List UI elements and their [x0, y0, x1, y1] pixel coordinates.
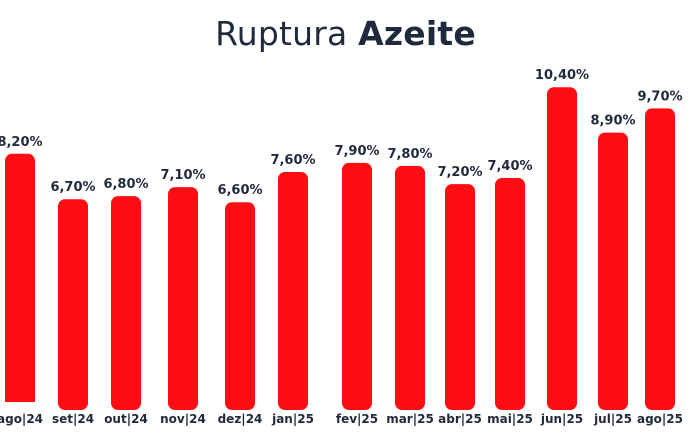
x-tick-label-jun|25: jun|25: [540, 412, 583, 426]
chart-title-prefix: Ruptura: [215, 14, 348, 53]
x-tick-label-fev|25: fev|25: [336, 412, 378, 426]
data-label-jul|25: 8,90%: [590, 114, 635, 129]
data-label-nov|24: 7,10%: [160, 168, 205, 183]
bar-jul|25: [598, 132, 628, 410]
data-label-ago|25: 9,70%: [637, 89, 682, 104]
x-tick-label-out|24: out|24: [104, 412, 148, 426]
data-label-abr|25: 7,20%: [437, 165, 482, 180]
x-tick-label-mai|25: mai|25: [487, 412, 533, 426]
x-tick-label-abr|25: abr|25: [438, 412, 482, 426]
data-label-jun|25: 10,40%: [535, 68, 589, 83]
x-tick-label-jan|25: jan|25: [271, 412, 314, 426]
x-tick-label-mar|25: mar|25: [386, 412, 434, 426]
data-label-mar|25: 7,80%: [387, 147, 432, 162]
bar-nov|24: [168, 187, 198, 410]
bar-jan|25: [278, 171, 308, 410]
x-tick-label-ago|24: ago|24: [0, 412, 43, 426]
data-label-ago|24: 8,20%: [0, 135, 43, 150]
bar-jun|25: [547, 87, 577, 410]
bar-set|24: [58, 199, 88, 410]
x-tick-label-nov|24: nov|24: [160, 412, 206, 426]
data-label-mai|25: 7,40%: [487, 159, 532, 174]
x-tick-label-ago|25: ago|25: [637, 412, 683, 426]
x-tick-label-set|24: set|24: [52, 412, 94, 426]
bar-ago|25: [645, 108, 675, 410]
bar-mar|25: [395, 165, 425, 410]
bar-ago|24: [5, 153, 35, 410]
bar-dez|24: [225, 202, 255, 410]
data-label-out|24: 6,80%: [103, 177, 148, 192]
data-label-jan|25: 7,60%: [270, 153, 315, 168]
x-tick-label-dez|24: dez|24: [218, 412, 263, 426]
x-tick-label-jul|25: jul|25: [593, 412, 632, 426]
data-label-set|24: 6,70%: [50, 180, 95, 195]
bar-fev|25: [342, 162, 372, 410]
chart-title-emphasis: Azeite: [358, 14, 476, 53]
bar-out|24: [111, 196, 141, 410]
data-label-dez|24: 6,60%: [217, 183, 262, 198]
chart-title: Ruptura Azeite: [0, 14, 691, 53]
data-label-fev|25: 7,90%: [334, 144, 379, 159]
bar-mai|25: [495, 178, 525, 410]
bar-abr|25: [445, 184, 475, 410]
